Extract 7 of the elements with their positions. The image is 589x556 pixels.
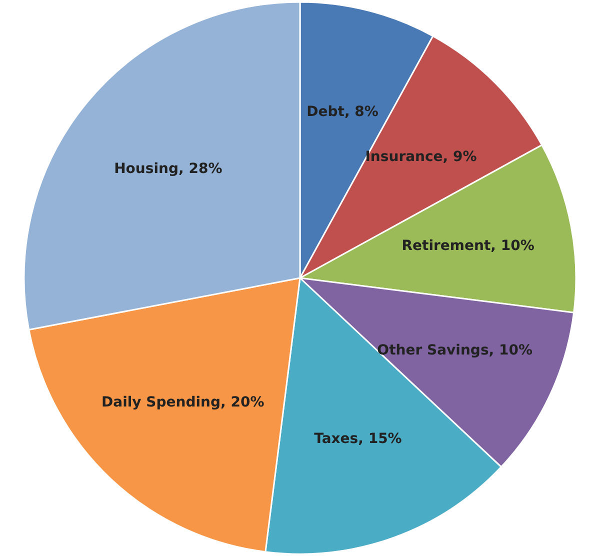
slice-label: Retirement, 10% bbox=[402, 238, 534, 254]
slice-label: Taxes, 15% bbox=[314, 430, 402, 447]
slice-label: Housing, 28% bbox=[114, 160, 222, 177]
slice-label: Other Savings, 10% bbox=[377, 342, 532, 359]
slice-label: Insurance, 9% bbox=[365, 148, 477, 165]
slice-label: Debt, 8% bbox=[306, 104, 378, 120]
slice-label: Daily Spending, 20% bbox=[101, 394, 264, 411]
